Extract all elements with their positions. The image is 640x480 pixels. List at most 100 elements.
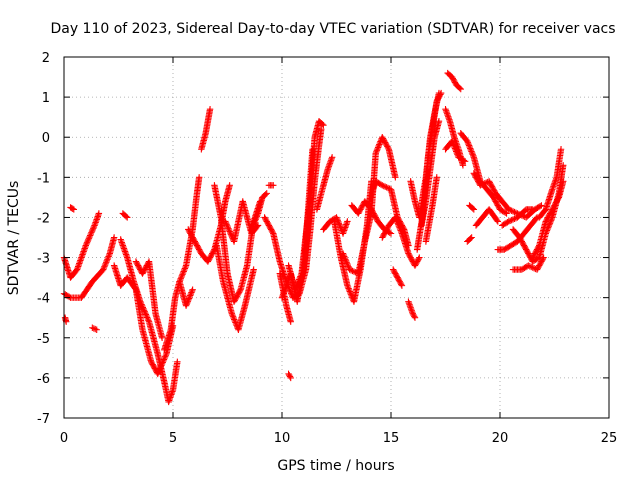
data-point [142,311,150,318]
data-point [343,259,350,266]
data-point [139,304,146,311]
data-point [328,154,336,161]
data-point [512,209,520,216]
data-point [137,299,145,307]
data-point [502,209,509,216]
data-point [319,120,326,128]
data-point [460,157,468,164]
data-point [143,314,151,321]
data-point [346,288,353,295]
data-point [186,293,193,301]
data-point [187,290,195,298]
data-point [449,139,456,146]
data-point [467,235,474,242]
data-point [226,182,233,189]
data-point [411,314,419,321]
data-point [249,223,256,230]
data-point [433,174,440,181]
data-point [100,266,107,273]
data-point [286,373,294,380]
data-point [342,257,350,265]
data-point [236,287,244,295]
data-point [154,370,161,378]
data-point [162,353,169,360]
data-point [346,266,353,273]
data-point [250,221,257,229]
data-point [180,268,187,275]
y-tick-label: -3 [37,252,50,267]
data-point [179,269,187,277]
data-point [470,206,478,213]
y-axis-label: SDTVAR / TECUs [6,181,22,296]
data-point [377,181,385,188]
data-point [287,318,294,325]
data-point [554,195,562,202]
data-point [188,287,196,295]
data-point [340,251,347,259]
data-point [503,210,510,217]
data-point [177,275,184,282]
data-point [381,183,389,190]
data-point [140,307,148,314]
data-point [392,215,400,223]
data-point [124,214,131,221]
data-point [508,207,515,214]
data-point [161,354,168,362]
data-point [223,222,231,229]
data-point [468,149,476,157]
data-point [536,203,544,210]
data-point [398,282,406,289]
data-point [85,235,93,242]
data-point [450,140,457,148]
data-point [454,151,461,158]
data-point [224,223,232,231]
data-point [251,217,259,224]
data-point [383,184,390,191]
x-tick-label: 5 [169,431,177,446]
data-point [509,208,517,215]
data-point [82,242,89,249]
data-point [83,239,91,246]
data-point [437,91,444,98]
data-point [466,143,473,151]
data-point [225,225,232,232]
data-point [101,263,108,270]
data-point [138,301,145,308]
data-point [333,214,340,221]
data-point [88,227,96,235]
data-point [90,325,97,332]
data-point [467,146,475,154]
y-tick-label: -4 [37,292,50,307]
data-point [287,374,294,382]
data-point [223,221,230,228]
data-point [398,228,405,236]
data-point [344,282,351,289]
data-point [104,256,111,263]
data-point [384,184,392,192]
data-point [105,251,113,259]
data-point [384,144,392,152]
data-point [182,263,189,271]
data-point [229,313,237,320]
data-point [509,216,517,223]
data-point [70,206,78,213]
data-point [374,144,382,151]
y-tick-label: -6 [37,372,50,387]
data-point [86,233,93,241]
data-point [253,214,260,222]
data-point [227,231,235,238]
data-point [184,298,192,305]
data-point [178,272,186,279]
data-point [90,225,97,232]
data-point [262,191,269,198]
data-point [342,256,349,263]
data-point [532,215,540,222]
data-point [344,260,351,267]
data-point [183,301,190,308]
data-point [145,317,152,324]
data-point [435,117,443,125]
data-point [526,263,533,270]
data-point [144,315,151,323]
data-point [494,218,502,225]
